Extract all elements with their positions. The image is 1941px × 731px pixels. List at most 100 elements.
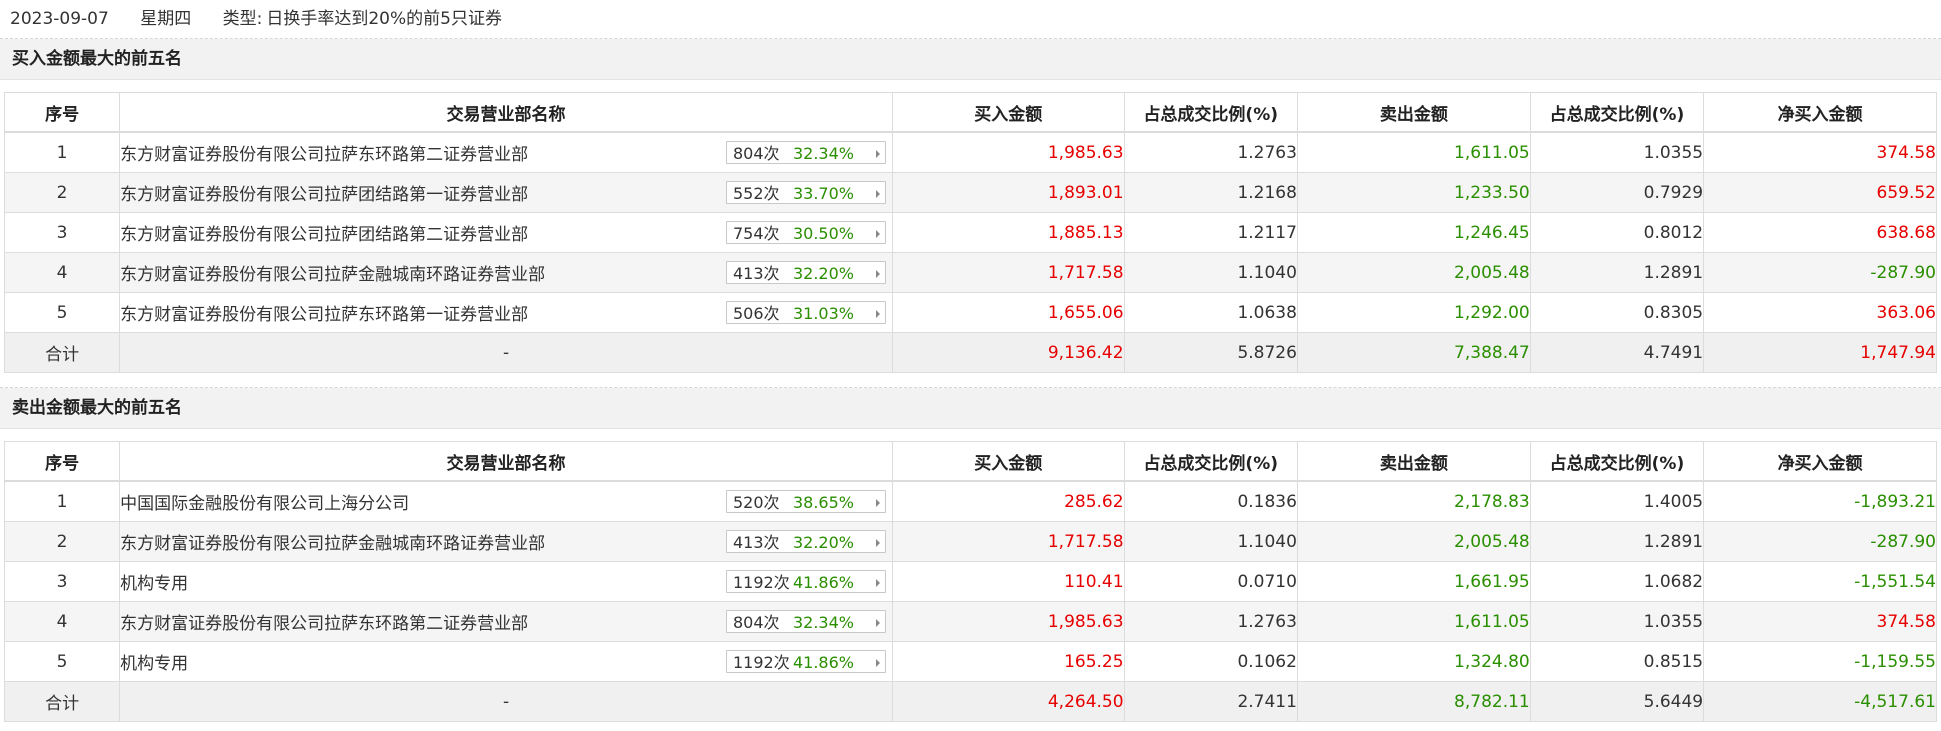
col-header-sell-ratio: 占总成交比例(%) — [1529, 441, 1705, 482]
buy-amount: 1,985.63 — [891, 601, 1125, 642]
branch-history-badge[interactable]: 506次 31.03% — [725, 301, 886, 324]
branch-name-cell: 中国国际金融股份有限公司上海分公司 520次 38.65% — [119, 480, 893, 522]
branch-name-link[interactable]: 机构专用 — [120, 654, 189, 674]
branch-history-badge[interactable]: 754次 30.50% — [725, 221, 886, 244]
report-header: 2023-09-07 星期四 类型: 日换手率达到20%的前5只证券 — [0, 0, 1941, 39]
branch-listing-count: 413次 — [732, 264, 780, 283]
net-buy-amount: -1,893.21 — [1703, 480, 1937, 522]
sell-amount: 1,324.80 — [1296, 641, 1531, 682]
branch-name-link[interactable]: 东方财富证券股份有限公司拉萨金融城南环路证券营业部 — [120, 265, 546, 285]
net-buy-amount: 363.06 — [1703, 292, 1937, 333]
col-header-net-buy: 净买入金额 — [1703, 92, 1937, 133]
table-row: 3 机构专用 1192次 41.86% 110.41 0.0710 1,661.95 1.06… — [3, 561, 1937, 602]
sell-amount: 1,661.95 — [1296, 561, 1531, 602]
branch-success-rate: 32.34% — [792, 144, 854, 163]
col-header-index: 序号 — [3, 92, 121, 133]
report-type-label: 类型: — [222, 9, 263, 29]
net-buy-amount: 638.68 — [1703, 212, 1937, 253]
branch-history-badge[interactable]: 520次 38.65% — [725, 490, 886, 513]
branch-name-link[interactable]: 东方财富证券股份有限公司拉萨金融城南环路证券营业部 — [120, 534, 546, 554]
buy-amount: 1,655.06 — [891, 292, 1125, 333]
buy-amount: 165.25 — [891, 641, 1125, 682]
total-label: 合计 — [3, 681, 121, 722]
buy-ratio: 1.1040 — [1123, 252, 1298, 293]
row-index: 4 — [3, 252, 121, 293]
col-header-branch-name: 交易营业部名称 — [119, 92, 893, 133]
sell-ratio: 0.8515 — [1529, 641, 1705, 682]
branch-success-rate: 30.50% — [792, 224, 854, 243]
sell-amount: 1,292.00 — [1296, 292, 1531, 333]
total-buy-amount: 4,264.50 — [891, 681, 1125, 722]
caret-right-icon — [875, 499, 880, 507]
branch-name-link[interactable]: 东方财富证券股份有限公司拉萨东环路第一证券营业部 — [120, 305, 529, 325]
branch-history-badge[interactable]: 552次 33.70% — [725, 181, 886, 204]
branch-name-cell: 东方财富证券股份有限公司拉萨东环路第二证券营业部 804次 32.34% — [119, 131, 893, 173]
sell-amount: 2,005.48 — [1296, 521, 1531, 562]
caret-right-icon — [875, 230, 880, 238]
caret-right-icon — [875, 150, 880, 158]
branch-name-cell: 东方财富证券股份有限公司拉萨东环路第二证券营业部 804次 32.34% — [119, 601, 893, 642]
table-row: 4 东方财富证券股份有限公司拉萨东环路第二证券营业部 804次 32.34% 1,985… — [3, 601, 1937, 642]
buy-section-title: 买入金额最大的前五名 — [0, 39, 1941, 80]
branch-listing-count: 1192次 — [732, 573, 790, 592]
branch-name-cell: 机构专用 1192次 41.86% — [119, 641, 893, 682]
table-row: 1 东方财富证券股份有限公司拉萨东环路第二证券营业部 804次 32.34% 1,985… — [3, 131, 1937, 173]
report-type-value: 日换手率达到20%的前5只证券 — [266, 9, 502, 29]
branch-listing-count: 506次 — [732, 304, 780, 323]
buy-amount: 110.41 — [891, 561, 1125, 602]
col-header-net-buy: 净买入金额 — [1703, 441, 1937, 482]
total-net-buy-amount: 1,747.94 — [1703, 332, 1937, 373]
sell-section-title: 卖出金额最大的前五名 — [0, 388, 1941, 429]
branch-name-link[interactable]: 东方财富证券股份有限公司拉萨团结路第二证券营业部 — [120, 225, 529, 245]
caret-right-icon — [875, 310, 880, 318]
total-sell-ratio: 4.7491 — [1529, 332, 1705, 373]
branch-name-link[interactable]: 东方财富证券股份有限公司拉萨团结路第一证券营业部 — [120, 185, 529, 205]
branch-name-link[interactable]: 机构专用 — [120, 574, 189, 594]
sell-ratio: 1.0355 — [1529, 131, 1705, 173]
col-header-sell-amount: 卖出金额 — [1296, 92, 1531, 133]
branch-name-cell: 东方财富证券股份有限公司拉萨东环路第一证券营业部 506次 31.03% — [119, 292, 893, 333]
col-header-buy-ratio: 占总成交比例(%) — [1123, 441, 1298, 482]
branch-name-cell: 机构专用 1192次 41.86% — [119, 561, 893, 602]
sell-ratio: 1.4005 — [1529, 480, 1705, 522]
row-index: 1 — [3, 131, 121, 173]
buy-ratio: 1.2763 — [1123, 601, 1298, 642]
branch-name-link[interactable]: 东方财富证券股份有限公司拉萨东环路第二证券营业部 — [120, 614, 529, 634]
branch-history-badge[interactable]: 804次 32.34% — [725, 610, 886, 633]
branch-success-rate: 33.70% — [792, 184, 854, 203]
branch-name-link[interactable]: 中国国际金融股份有限公司上海分公司 — [120, 494, 410, 514]
branch-history-badge[interactable]: 413次 32.20% — [725, 261, 886, 284]
caret-right-icon — [875, 190, 880, 198]
total-buy-ratio: 5.8726 — [1123, 332, 1298, 373]
caret-right-icon — [875, 539, 880, 547]
total-label: 合计 — [3, 332, 121, 373]
branch-history-badge[interactable]: 1192次 41.86% — [725, 650, 886, 673]
net-buy-amount: 659.52 — [1703, 172, 1937, 213]
branch-history-badge[interactable]: 1192次 41.86% — [725, 570, 886, 593]
sell-amount: 1,611.05 — [1296, 131, 1531, 173]
branch-history-badge[interactable]: 804次 32.34% — [725, 141, 886, 164]
branch-success-rate: 32.34% — [792, 613, 854, 632]
branch-listing-count: 804次 — [732, 144, 780, 163]
buy-amount: 1,885.13 — [891, 212, 1125, 253]
branch-name-cell: 东方财富证券股份有限公司拉萨团结路第一证券营业部 552次 33.70% — [119, 172, 893, 213]
total-branch-placeholder: - — [119, 681, 893, 722]
report-date: 2023-09-07 — [10, 9, 109, 29]
buy-amount: 1,717.58 — [891, 252, 1125, 293]
buy-ratio: 1.2763 — [1123, 131, 1298, 173]
row-index: 5 — [3, 641, 121, 682]
row-index: 3 — [3, 561, 121, 602]
sell-amount: 1,611.05 — [1296, 601, 1531, 642]
buy-amount: 1,893.01 — [891, 172, 1125, 213]
total-sell-amount: 8,782.11 — [1296, 681, 1531, 722]
net-buy-amount: 374.58 — [1703, 601, 1937, 642]
sell-amount: 2,005.48 — [1296, 252, 1531, 293]
total-buy-ratio: 2.7411 — [1123, 681, 1298, 722]
sell-ratio: 1.0355 — [1529, 601, 1705, 642]
table-header-row: 序号 交易营业部名称 买入金额 占总成交比例(%) 卖出金额 占总成交比例(%)… — [3, 92, 1937, 133]
branch-history-badge[interactable]: 413次 32.20% — [725, 530, 886, 553]
branch-name-cell: 东方财富证券股份有限公司拉萨金融城南环路证券营业部 413次 32.20% — [119, 252, 893, 293]
branch-name-link[interactable]: 东方财富证券股份有限公司拉萨东环路第二证券营业部 — [120, 145, 529, 165]
table-header-row: 序号 交易营业部名称 买入金额 占总成交比例(%) 卖出金额 占总成交比例(%)… — [3, 441, 1937, 482]
branch-success-rate: 38.65% — [792, 493, 854, 512]
